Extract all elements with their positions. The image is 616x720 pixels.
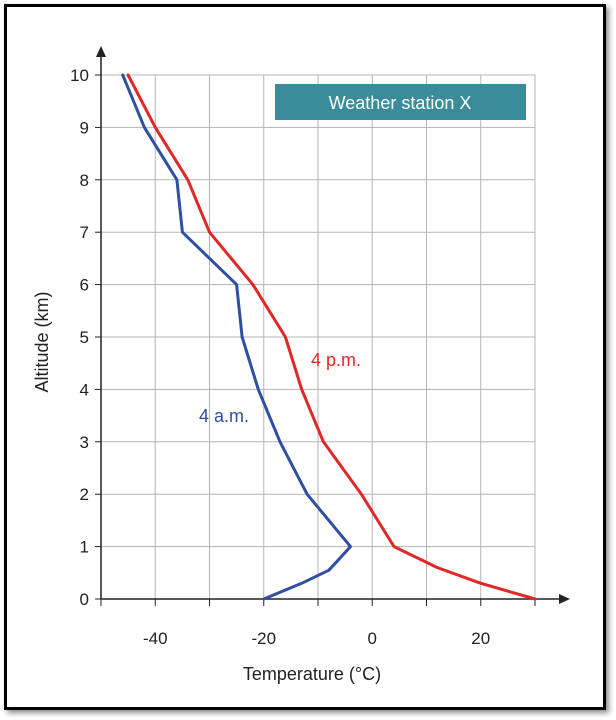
y-tick-label: 10 [70, 66, 89, 85]
tick-labels: -40 -20 0 20 0 1 2 3 4 5 6 7 8 9 10 [70, 66, 490, 648]
title-banner-box [275, 84, 526, 120]
series-label-4am: 4 a.m. [199, 406, 249, 426]
y-tick-label: 1 [80, 538, 89, 557]
series-label-4pm: 4 p.m. [311, 350, 361, 370]
x-tick-label: 0 [368, 629, 377, 648]
x-axis-title: Temperature (°C) [243, 664, 381, 684]
x-tick-label: 20 [471, 629, 490, 648]
y-axis-arrow [96, 46, 106, 57]
chart-frame: -40 -20 0 20 0 1 2 3 4 5 6 7 8 9 10 4 a.m. 4 p.m. Tempe… [4, 4, 606, 710]
y-axis-title: Altitude (km) [32, 291, 52, 392]
series-labels: 4 a.m. 4 p.m. [199, 350, 361, 426]
y-tick-label: 7 [80, 223, 89, 242]
grid [100, 74, 536, 600]
chart-title: Weather station X [329, 93, 472, 113]
x-tick-label: -20 [251, 629, 276, 648]
y-tick-label: 5 [80, 328, 89, 347]
x-tick-label: -40 [143, 629, 168, 648]
altitude-temperature-chart: -40 -20 0 20 0 1 2 3 4 5 6 7 8 9 10 4 a.m. 4 p.m. Tempe… [32, 46, 570, 684]
x-axis-arrow [559, 594, 570, 604]
y-tick-label: 8 [80, 171, 89, 190]
series-line-4pm [126, 73, 537, 601]
title-banner: Weather station X [275, 84, 526, 120]
y-tick-label: 9 [80, 118, 89, 137]
y-tick-label: 2 [80, 485, 89, 504]
series-line-4am [121, 73, 352, 601]
y-tick-label: 6 [80, 276, 89, 295]
axes [95, 46, 570, 606]
y-tick-label: 3 [80, 433, 89, 452]
series-lines [121, 73, 537, 601]
y-tick-label: 4 [80, 380, 89, 399]
y-tick-label: 0 [80, 590, 89, 609]
